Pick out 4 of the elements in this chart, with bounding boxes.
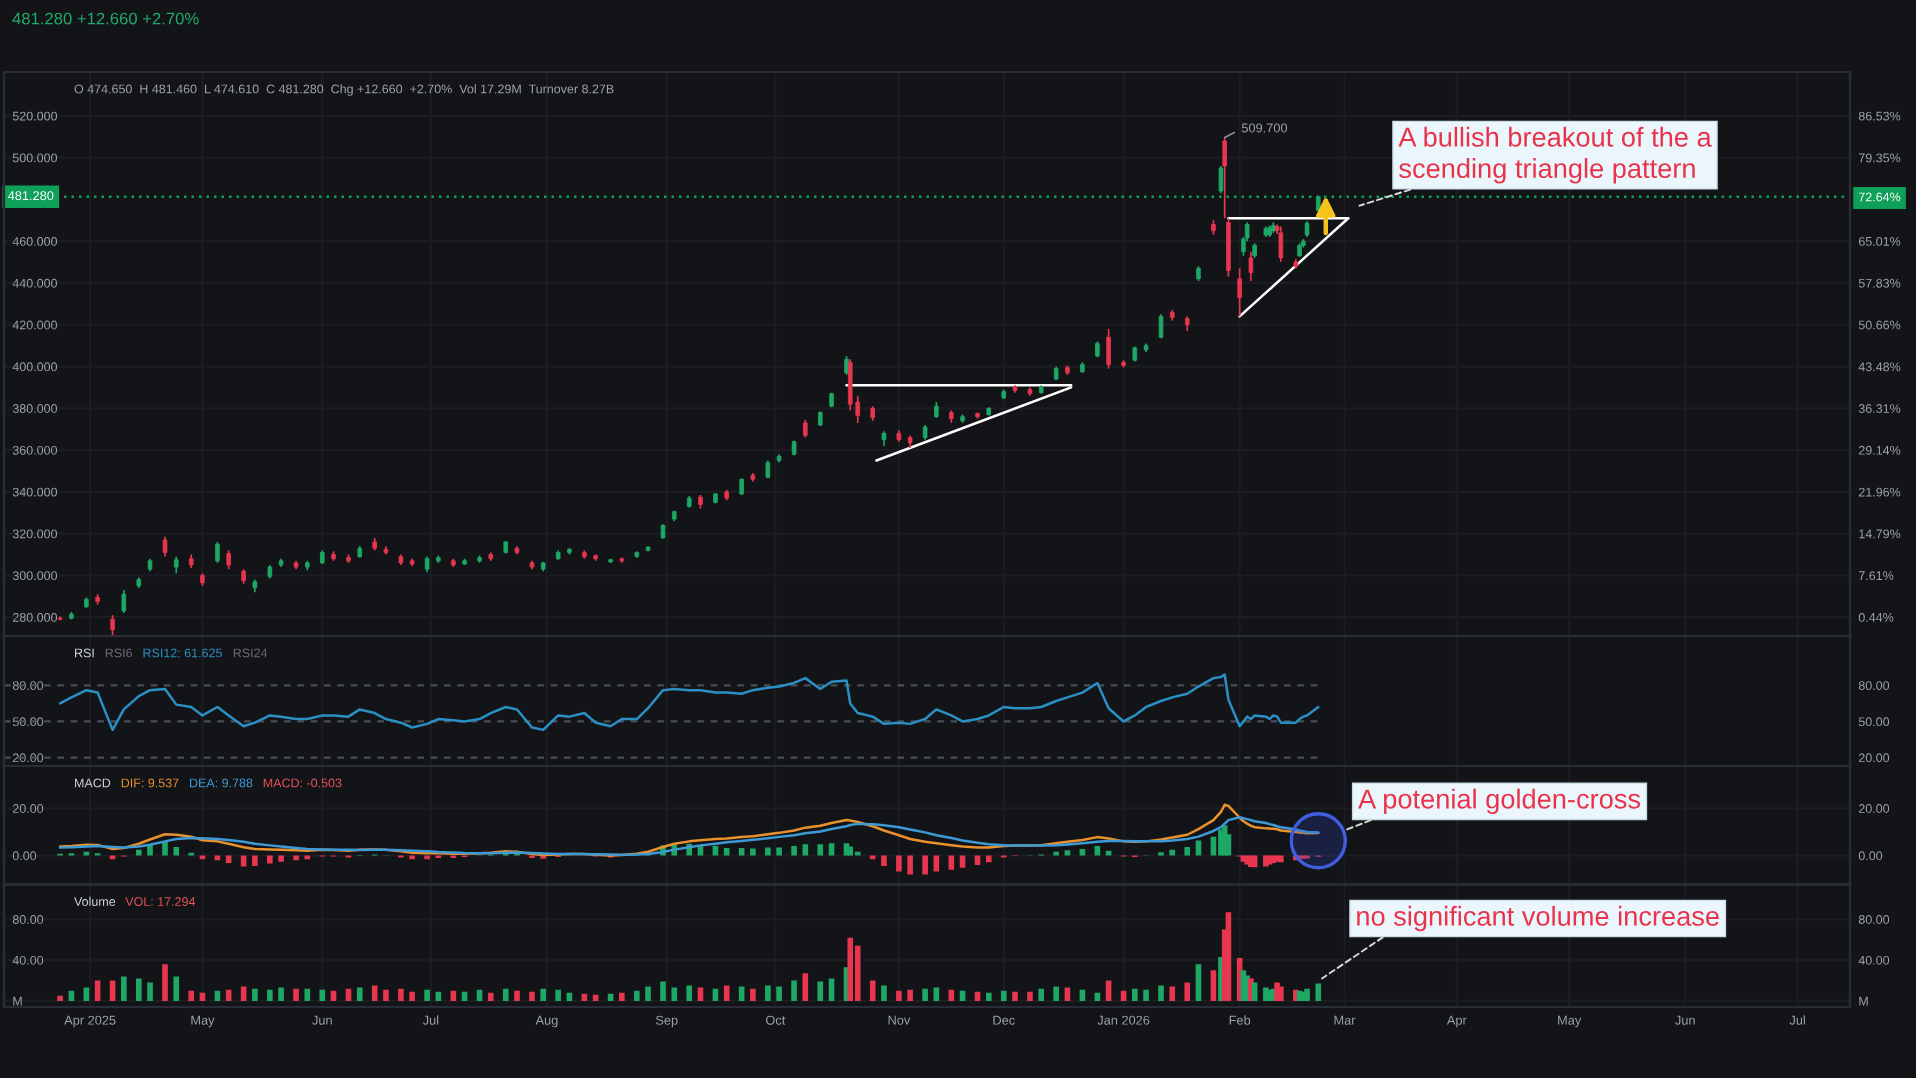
annotation: A potenial golden-cross: [1358, 788, 1641, 815]
chart-title: 481.280 +12.660 +2.70%: [12, 12, 199, 25]
annotation: no significant volume increase: [1357, 905, 1719, 932]
annotation: A bullish breakout of the a scending triangle pattern: [1398, 126, 1712, 184]
